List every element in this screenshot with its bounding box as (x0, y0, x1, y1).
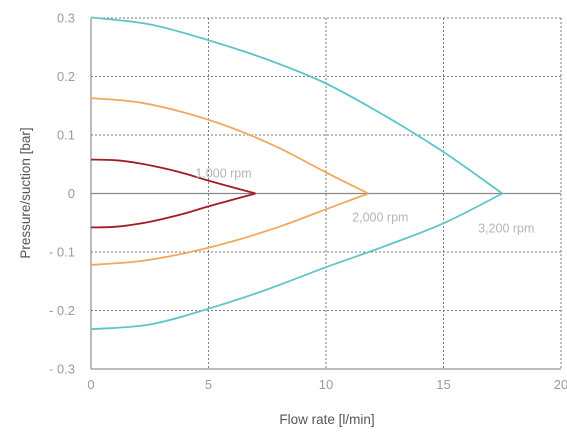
series-suction-line (90, 192, 503, 331)
y-tick-label: 0 (68, 186, 75, 201)
grid (90, 17, 562, 370)
x-tick-label: 10 (319, 377, 333, 392)
y-tick-label: - 0.3 (49, 362, 75, 377)
tick-labels: 0 5 10 15 20 - 0.3 - 0.2 - 0.1 0 0.1 0.2 0.3 1,000 r… (49, 11, 567, 393)
series-label: 2,000 rpm (352, 211, 408, 225)
y-tick-label: 0.1 (57, 128, 75, 143)
series-pressure-line (90, 16, 503, 195)
curves (90, 16, 503, 331)
series-pressure-line (90, 97, 369, 195)
y-tick-label: - 0.2 (49, 303, 75, 318)
series-pressure-line (90, 158, 256, 195)
series-suction-line (90, 192, 256, 229)
y-axis-label: Pressure/suction [bar] (18, 127, 33, 258)
x-tick-label: 5 (205, 377, 212, 392)
y-tick-label: 0.3 (57, 11, 75, 26)
x-axis-label: Flow rate [l/min] (279, 412, 374, 427)
x-tick-label: 15 (436, 377, 450, 392)
x-tick-label: 0 (87, 377, 94, 392)
series-suction-line (90, 192, 369, 266)
y-tick-label: 0.2 (57, 69, 75, 84)
series-label: 1,000 rpm (195, 167, 251, 181)
x-tick-label: 20 (554, 377, 567, 392)
series-label: 3,200 rpm (478, 222, 534, 236)
y-tick-label: - 0.1 (49, 245, 75, 260)
